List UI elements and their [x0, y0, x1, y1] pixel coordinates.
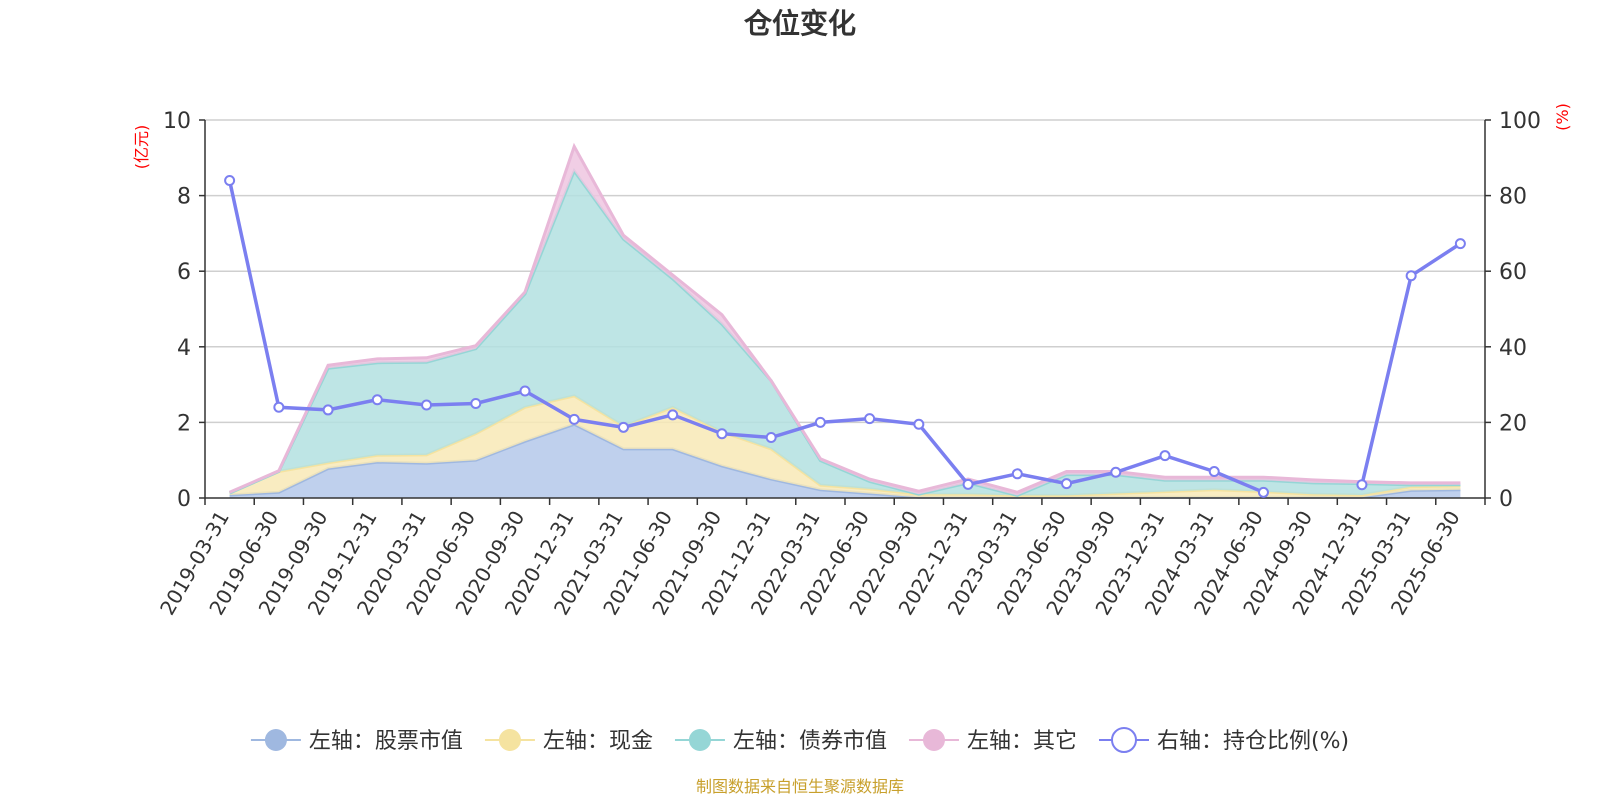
left-axis-tick-label: 0 [177, 487, 191, 512]
ratio-point [568, 413, 580, 425]
ratio-point [667, 409, 679, 421]
ratio-point [864, 413, 876, 425]
ratio-point [716, 428, 728, 440]
position-ratio-line [224, 174, 1466, 498]
ratio-point [1257, 486, 1269, 498]
ratio-point [1454, 238, 1466, 250]
legend-marker-icon [688, 729, 711, 751]
legend-item: 左轴：股票市值 [250, 729, 463, 754]
ratio-point [224, 174, 236, 186]
legend-label: 左轴：债券市值 [733, 729, 887, 754]
area-债券市值 [229, 171, 1461, 496]
ratio-point [421, 399, 433, 411]
legend-label: 右轴：持仓比例(%) [1157, 729, 1349, 754]
ratio-point [1159, 450, 1171, 462]
area-edge-其它 [228, 142, 1461, 494]
chart-title: 仓位变化 [744, 7, 856, 40]
ratio-point [765, 432, 777, 444]
right-axis-unit: (%) [1553, 103, 1572, 131]
legend-label: 左轴：股票市值 [309, 729, 463, 754]
ratio-point [519, 385, 531, 397]
legend-item: 右轴：持仓比例(%) [1098, 727, 1349, 754]
left-axis-unit: (亿元) [132, 125, 151, 170]
ratio-point [273, 401, 285, 413]
right-axis-tick-label: 0 [1499, 487, 1513, 512]
legend-label: 左轴：现金 [543, 729, 653, 754]
legend-item: 左轴：债券市值 [674, 729, 887, 754]
legend-marker-icon [498, 729, 521, 751]
ratio-point [1405, 270, 1417, 282]
left-axis-tick-label: 4 [177, 336, 191, 361]
ratio-point [913, 418, 925, 430]
legend: 左轴：股票市值 左轴：现金 左轴：债券市值 左轴：其它 右轴：持仓比例(%) [250, 727, 1349, 754]
ratio-point [322, 404, 334, 416]
area-现金 [229, 395, 1461, 498]
ratio-point [1110, 466, 1122, 478]
left-axis-tick-label: 2 [177, 411, 191, 436]
legend-marker-icon [1110, 727, 1137, 753]
source-note: 制图数据来自恒生聚源数据库 [696, 777, 904, 796]
ratio-point [814, 416, 826, 428]
legend-label: 左轴：其它 [967, 729, 1077, 754]
right-axis-tick-label: 20 [1499, 411, 1527, 436]
right-axis-tick-label: 80 [1499, 185, 1527, 210]
legend-marker-icon [922, 729, 945, 751]
ratio-point [1011, 468, 1023, 480]
ratio-point [1208, 466, 1220, 478]
right-axis-tick-label: 40 [1499, 336, 1527, 361]
ratio-point [617, 421, 629, 433]
ratio-point [962, 478, 974, 490]
legend-item: 左轴：现金 [484, 729, 653, 754]
right-axis-tick-label: 100 [1499, 109, 1541, 134]
legend-marker-icon [264, 729, 287, 751]
left-axis-tick-label: 10 [163, 109, 191, 134]
area-股票市值 [229, 424, 1461, 498]
right-axis-tick-label: 60 [1499, 260, 1527, 285]
ratio-point [371, 394, 383, 406]
grid-lines [205, 119, 1485, 424]
ratio-point [1061, 478, 1073, 490]
stacked-areas [228, 142, 1461, 499]
ratio-point [470, 398, 482, 409]
left-axis-tick-label: 8 [177, 185, 191, 210]
left-axis-tick-label: 6 [177, 260, 191, 285]
legend-item: 左轴：其它 [908, 729, 1077, 754]
ratio-line-segment [227, 180, 1265, 494]
ratio-point [1356, 479, 1368, 491]
